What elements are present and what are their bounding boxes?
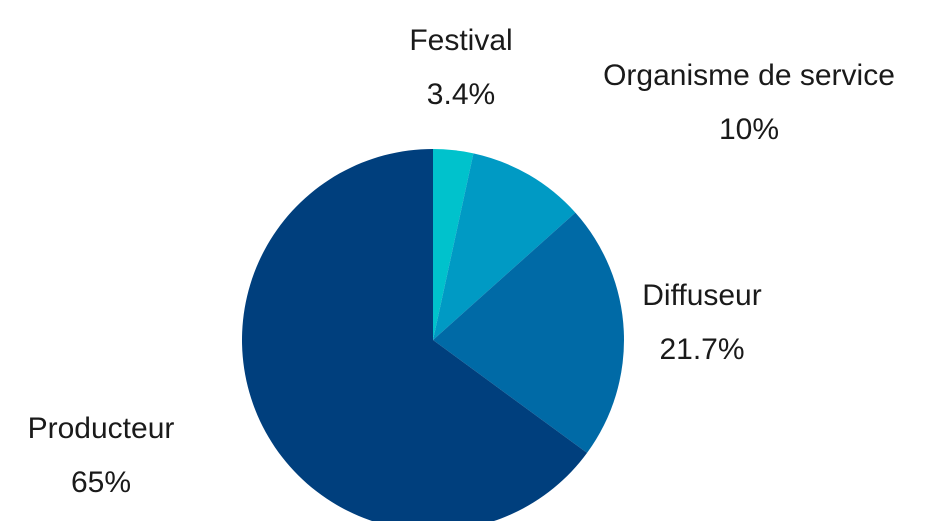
pie-slice-festival [433,149,474,340]
slice-value-festival: 3.4% [427,78,495,111]
slice-value-producteur: 65% [71,466,131,499]
slice-label-organisme-de-service: Organisme de service [603,59,895,92]
slice-label-diffuseur: Diffuseur [642,279,762,312]
pie-slice-producteur [242,149,588,521]
pie-slice-diffuseur [433,212,625,453]
slice-label-festival: Festival [409,24,512,57]
pie-slice-organisme-de-service [433,153,576,340]
slice-value-organisme-de-service: 10% [719,113,779,146]
slice-value-diffuseur: 21.7% [659,333,744,366]
slice-label-producteur: Producteur [28,412,175,445]
